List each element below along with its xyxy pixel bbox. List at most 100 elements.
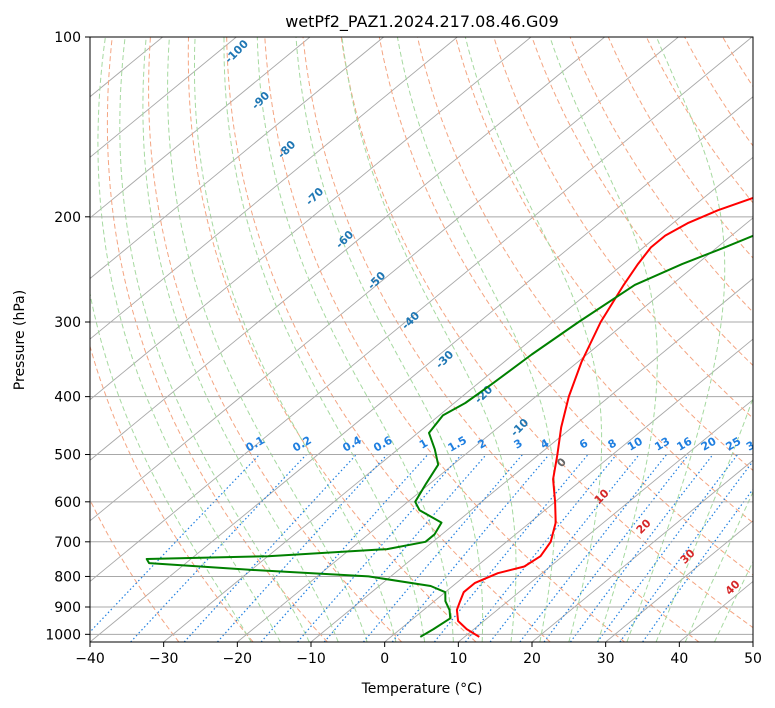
chart-title: wetPf2_PAZ1.2024.217.08.46.G09 [285, 12, 559, 32]
moist-adiabat-line [167, 37, 368, 642]
mixing-ratio-line [519, 454, 668, 642]
moist-adiabat-line [90, 291, 252, 642]
mixing-ratio-label: 10 [625, 434, 645, 453]
moist-adiabat-line [223, 37, 426, 642]
mixing-ratio-line [596, 454, 739, 642]
mixing-ratio-line [569, 454, 714, 642]
isotherm-line [752, 641, 753, 642]
dry-adiabat-line [187, 37, 477, 642]
dry-adiabat-line [226, 37, 551, 642]
dry-adiabat-line [722, 37, 753, 88]
mixing-ratio-label: 1.5 [446, 434, 469, 455]
mixing-ratio-line [464, 454, 617, 642]
isotherm-label: -30 [433, 348, 456, 371]
moist-adiabat-line [464, 37, 603, 642]
isotherm-line [90, 37, 384, 280]
x-tick-label: −20 [223, 651, 253, 667]
isotherm-line [90, 37, 458, 340]
isotherm-label: -10 [508, 416, 531, 439]
mixing-ratio-label: 0.2 [290, 434, 313, 455]
dry-adiabat-line [455, 37, 753, 472]
mixing-ratio-line [489, 454, 640, 642]
x-tick-label: 10 [449, 651, 467, 667]
moist-adiabat-line [684, 490, 753, 642]
mixing-ratio-label: 30 [744, 434, 764, 453]
dry-adiabat-line [264, 37, 625, 642]
mixing-ratio-line [543, 454, 690, 642]
isotherm-label: -90 [249, 89, 272, 112]
y-tick-label: 800 [54, 569, 81, 585]
mixing-ratio-label: 0.6 [371, 433, 395, 454]
temperature-line [455, 196, 753, 638]
background-lines [90, 37, 775, 642]
dry-adiabat-line [106, 37, 328, 642]
y-tick-label: 400 [54, 390, 81, 406]
x-tick-label: 0 [380, 651, 389, 667]
x-tick-label: −10 [296, 651, 326, 667]
y-tick-label: 500 [54, 448, 81, 464]
y-tick-label: 600 [54, 495, 81, 511]
dry-adiabat-line [340, 37, 753, 629]
isotherm-line [90, 96, 753, 642]
x-tick-label: −40 [75, 651, 105, 667]
mixing-ratio-line [362, 454, 523, 642]
isotherm-line [90, 37, 237, 158]
dry-adiabat-line [302, 37, 700, 642]
moist-adiabat-line [626, 37, 726, 642]
mixing-ratio-label: 13 [652, 435, 672, 454]
moist-adiabat-label: 30 [678, 546, 698, 566]
mixing-ratio-line [297, 454, 462, 642]
isotherm-line [90, 37, 605, 461]
isotherm-line [310, 277, 753, 642]
mixing-ratio-line [183, 454, 357, 642]
y-tick-label: 700 [54, 535, 81, 551]
x-tick-label: 20 [523, 651, 541, 667]
moist-adiabat-line [295, 37, 484, 642]
dry-adiabat-line [531, 37, 753, 367]
y-tick-label: 900 [54, 600, 81, 616]
isotherm-line [458, 399, 753, 642]
moist-adiabat-label: 40 [723, 577, 743, 597]
moist-adiabat-line [256, 37, 454, 642]
moist-adiabat-line [119, 37, 310, 642]
dry-adiabat-line [148, 37, 403, 642]
moist-adiabat-line [194, 37, 397, 642]
x-axis-label: Temperature (°C) [361, 681, 483, 697]
profile-series [145, 196, 753, 638]
y-tick-label: 100 [54, 30, 81, 46]
isotherm-label: -50 [365, 269, 388, 292]
moist-adiabat-line [714, 560, 753, 642]
isotherm-label: -40 [399, 309, 422, 332]
moist-adiabat-line [655, 396, 753, 642]
dry-adiabat-line [761, 37, 775, 642]
x-tick-label: 50 [744, 651, 762, 667]
mixing-ratio-line [260, 454, 429, 642]
dry-adiabat-line [90, 344, 254, 642]
dry-adiabat-line [645, 37, 753, 204]
isotherm-line [90, 37, 532, 401]
dry-adiabat-line [493, 37, 753, 419]
isotherm-line [90, 37, 311, 219]
mixing-ratio-label: 36 [765, 434, 775, 453]
mixing-ratio-label: 0.1 [244, 434, 267, 455]
x-tick-label: −30 [149, 651, 179, 667]
dry-adiabat-line [378, 37, 753, 576]
dewpoint-line [145, 234, 753, 638]
mixing-ratio-label: 0.4 [340, 433, 364, 454]
y-tick-label: 1000 [45, 627, 81, 643]
mixing-ratio-line [323, 454, 487, 642]
isotherm-line [605, 520, 753, 642]
mixing-ratio-label: 8 [606, 437, 619, 452]
isotherm-label: -60 [333, 228, 356, 251]
plot-frame [89, 36, 754, 643]
mixing-ratio-label: 3 [512, 437, 525, 452]
dry-adiabat-line [90, 498, 180, 642]
mixing-ratio-label: 2 [476, 437, 489, 452]
dry-adiabat-line [684, 37, 753, 147]
moist-adiabat-line [142, 37, 339, 642]
moist-adiabat-line [97, 37, 281, 642]
moist-adiabat-label: 10 [592, 486, 612, 506]
x-tick-label: 40 [670, 651, 688, 667]
y-tick-label: 300 [54, 315, 81, 331]
